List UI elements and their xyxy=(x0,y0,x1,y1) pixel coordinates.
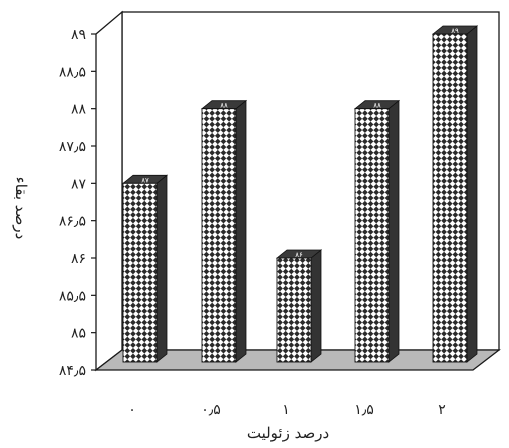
data-label: ۸۶ xyxy=(295,251,303,259)
bar-side xyxy=(156,174,168,363)
bar-front xyxy=(122,182,158,363)
data-label: ۸۸ xyxy=(220,102,228,110)
y-tick-label: ۸۹ xyxy=(71,27,86,43)
x-tick-label: ۱٫۵ xyxy=(354,402,374,418)
y-tick-label: ۸۶ xyxy=(71,251,86,267)
bar xyxy=(431,25,479,363)
bar-side xyxy=(466,25,478,363)
y-axis: ۸۴٫۵ ۸۵ ۸۵٫۵ ۸۶ ۸۶٫۵ ۸۷ ۸۷٫۵ ۸۸ ۸۸٫۵ ۸۹ xyxy=(59,27,96,379)
bar-side xyxy=(235,99,247,363)
plot-left-wall xyxy=(95,10,123,372)
y-tick-label: ۸۷ xyxy=(71,176,87,192)
y-axis-title: درصد بقاء xyxy=(12,177,30,240)
data-label: ۸۷ xyxy=(141,176,149,184)
x-axis-title: درصد زئولیت xyxy=(247,424,329,442)
bar-front xyxy=(201,108,237,363)
bar-front xyxy=(276,257,312,363)
bars: ۸۷ ۸۸ ۸۶ ۸۸ ۸۹ xyxy=(121,25,479,363)
y-tick-label: ۸۷٫۵ xyxy=(59,139,86,155)
bar xyxy=(275,249,323,363)
bar-side xyxy=(310,249,322,363)
x-tick-label: ۱ xyxy=(282,402,290,418)
bar xyxy=(353,99,401,363)
bar-front xyxy=(354,108,390,363)
x-tick-label: ۲ xyxy=(438,402,446,418)
x-tick-label: ۰٫۵ xyxy=(201,402,221,418)
bar xyxy=(200,99,248,363)
x-axis: ۰ ۰٫۵ ۱ ۱٫۵ ۲ xyxy=(128,402,446,418)
y-tick-label: ۸۴٫۵ xyxy=(59,363,86,379)
y-tick-label: ۸۶٫۵ xyxy=(59,214,86,230)
bar xyxy=(121,174,169,363)
y-tick-label: ۸۵٫۵ xyxy=(59,288,86,304)
data-label: ۸۸ xyxy=(373,102,381,110)
y-tick-label: ۸۸ xyxy=(71,102,87,118)
y-tick-label: ۸۸٫۵ xyxy=(59,64,86,80)
bar-side xyxy=(388,99,400,363)
data-label: ۸۹ xyxy=(451,27,459,35)
bar-front xyxy=(432,33,468,363)
y-tick-label: ۸۵ xyxy=(71,326,86,342)
x-tick-label: ۰ xyxy=(128,402,136,418)
